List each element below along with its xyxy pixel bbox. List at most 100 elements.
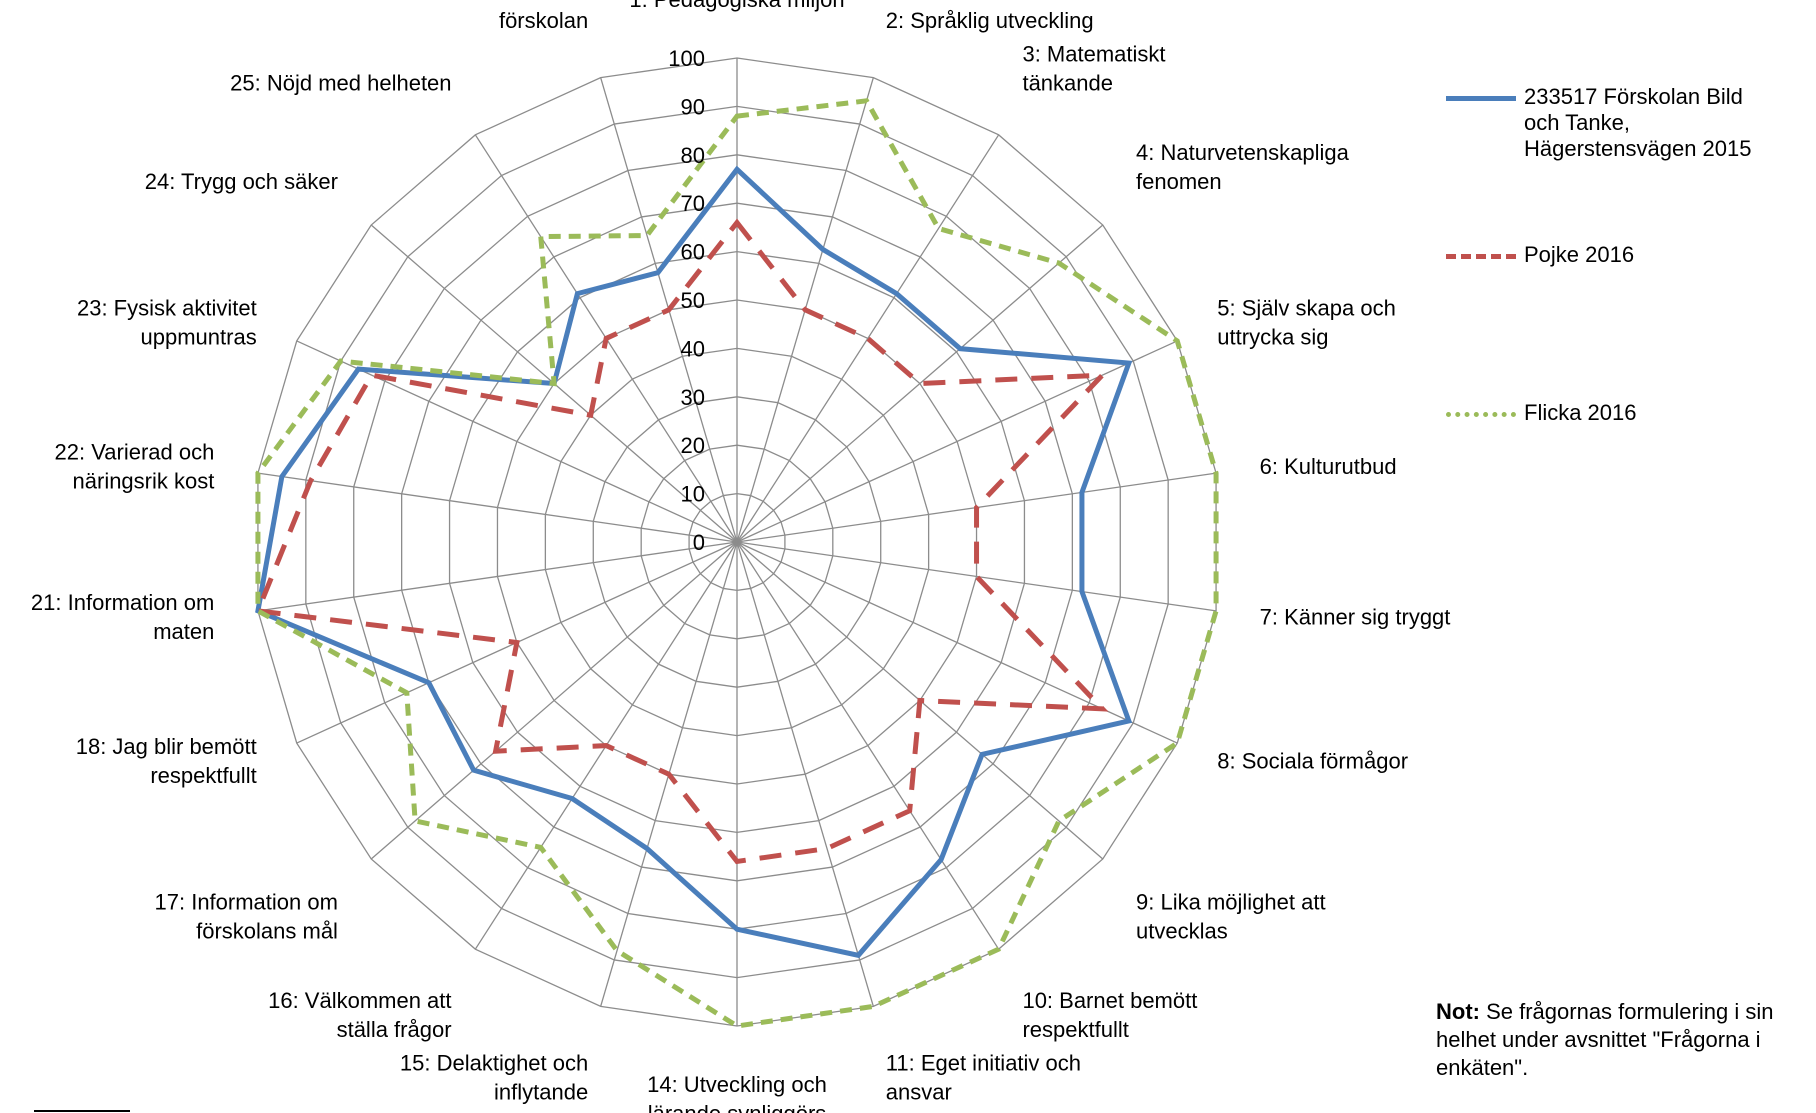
category-label-19: 23: Fysisk aktivitet uppmuntras <box>77 295 257 349</box>
category-label-16-line-1: 18: Jag blir bemött <box>76 734 257 759</box>
category-label-14: 16: Välkommen att ställa frågor <box>268 988 451 1042</box>
grid-spoke-11 <box>736 541 874 1007</box>
footnote-separator <box>34 1110 130 1112</box>
category-label-8-line-1: 8: Sociala förmågor <box>1217 749 1408 774</box>
grid-spoke-8 <box>736 541 1178 744</box>
category-label-15-line-1: 17: Information om <box>155 890 338 915</box>
category-label-13-line-1: 15: Delaktighet och <box>400 1050 588 1075</box>
category-label-4-line-2: fenomen <box>1136 169 1222 194</box>
legend-label-pojke-line-1: Pojke 2016 <box>1524 242 1635 267</box>
tick-label-30: 30 <box>681 385 705 410</box>
category-label-4-line-1: 4: Naturvetenskapliga <box>1136 140 1350 165</box>
grid-spoke-19 <box>296 340 738 543</box>
grid-spoke-5 <box>736 340 1178 543</box>
series-line-2 <box>254 218 1109 865</box>
category-label-6: 6: Kulturutbud <box>1260 454 1397 479</box>
category-label-10: 10: Barnet bemött respektfullt <box>1022 988 1197 1042</box>
category-label-1-line-1: 1: Pedagogiska miljön <box>629 0 844 12</box>
legend-label-school-line-1: 233517 Förskolan Bild <box>1524 84 1743 109</box>
grid-spoke-7 <box>736 541 1217 612</box>
footnote: Not: Se frågornas formulering i sin helh… <box>1436 998 1816 1082</box>
tick-label-20: 20 <box>681 433 705 458</box>
category-label-10-line-2: respektfullt <box>1022 1017 1128 1042</box>
category-label-18-line-2: näringsrik kost <box>73 469 215 494</box>
legend-label-school-line-3: Hägerstensvägen 2015 <box>1524 136 1752 161</box>
category-label-9-line-2: utvecklas <box>1136 919 1228 944</box>
category-label-3: 3: Matematiskt tänkande <box>1022 42 1165 96</box>
category-label-17: 21: Information om maten <box>31 590 214 644</box>
category-label-17-line-2: maten <box>153 619 214 644</box>
category-label-19-line-1: 23: Fysisk aktivitet <box>77 295 257 320</box>
category-label-13-line-2: inflytande <box>494 1079 588 1104</box>
category-label-2: 2: Språklig utveckling <box>886 8 1094 33</box>
radial-tick-labels: 0 10 20 30 40 50 60 70 80 90 100 <box>668 46 705 555</box>
category-label-22: 26: Rekommendera förskolan <box>395 0 589 33</box>
category-label-4: 4: Naturvetenskapliga fenomen <box>1136 140 1350 194</box>
category-label-9: 9: Lika möjlighet att utvecklas <box>1136 890 1326 944</box>
category-label-2-line-1: 2: Språklig utveckling <box>886 8 1094 33</box>
category-label-5: 5: Själv skapa och uttrycka sig <box>1217 295 1396 349</box>
category-label-12: 14: Utveckling och lärande synliggörs <box>647 1072 827 1113</box>
grid-spoke-15 <box>370 541 738 860</box>
tick-label-10: 10 <box>681 482 705 507</box>
category-label-17-line-1: 21: Information om <box>31 590 214 615</box>
category-label-14-line-2: ställa frågor <box>337 1017 452 1042</box>
legend-label-pojke: Pojke 2016 <box>1524 242 1814 268</box>
category-label-12-line-2: lärande synliggörs <box>648 1101 827 1113</box>
legend-label-flicka-line-1: Flicka 2016 <box>1524 400 1637 425</box>
category-label-11-line-1: 11: Eget initiativ och <box>886 1050 1081 1075</box>
category-label-1: 1: Pedagogiska miljön <box>629 0 844 12</box>
category-label-10-line-1: 10: Barnet bemött <box>1022 988 1197 1013</box>
category-label-8: 8: Sociala förmågor <box>1217 749 1408 774</box>
category-label-11: 11: Eget initiativ och ansvar <box>886 1050 1081 1104</box>
tick-label-0: 0 <box>693 530 705 555</box>
tick-label-50: 50 <box>681 288 705 313</box>
category-label-21: 25: Nöjd med helheten <box>230 71 451 96</box>
grid-spoke-10 <box>736 541 1000 950</box>
category-label-22-line-2: förskolan <box>499 8 588 33</box>
category-label-7-line-1: 7: Känner sig tryggt <box>1260 604 1451 629</box>
category-label-16: 18: Jag blir bemött respektfullt <box>76 734 257 788</box>
category-label-13: 15: Delaktighet och inflytande <box>400 1050 588 1104</box>
category-label-12-line-1: 14: Utveckling och <box>647 1072 827 1097</box>
legend-label-school-line-2: och Tanke, <box>1524 110 1631 135</box>
tick-label-80: 80 <box>681 143 705 168</box>
category-label-16-line-2: respektfullt <box>150 763 256 788</box>
radar-grid <box>257 57 1217 1027</box>
category-label-22-line-1: 26: Rekommendera <box>395 0 589 4</box>
category-label-3-line-1: 3: Matematiskt <box>1022 42 1165 67</box>
category-label-21-line-1: 25: Nöjd med helheten <box>230 71 451 96</box>
radar-series-layer <box>254 98 1219 1029</box>
footnote-bold: Not: <box>1436 999 1480 1024</box>
legend-label-flicka: Flicka 2016 <box>1524 400 1814 426</box>
grid-spoke-18 <box>257 472 738 543</box>
category-label-20-line-1: 24: Trygg och säker <box>145 169 338 194</box>
category-label-19-line-2: uppmuntras <box>141 324 257 349</box>
footnote-text: Se frågornas formulering i sin helhet un… <box>1436 999 1774 1080</box>
grid-spoke-17 <box>257 541 738 612</box>
legend-swatch-flicka <box>1446 412 1516 417</box>
category-label-14-line-1: 16: Välkommen att <box>268 988 451 1013</box>
category-labels: 1: Pedagogiska miljön 2: Språklig utveckl… <box>31 0 1450 1113</box>
legend-swatch-pojke <box>1446 254 1516 259</box>
series-line-1 <box>255 165 1133 959</box>
category-label-11-line-2: ansvar <box>886 1079 952 1104</box>
category-label-7: 7: Känner sig tryggt <box>1260 604 1451 629</box>
category-label-18: 22: Varierad och näringsrik kost <box>55 440 215 494</box>
tick-label-100: 100 <box>668 46 705 71</box>
category-label-3-line-2: tänkande <box>1022 71 1113 96</box>
grid-spoke-3 <box>736 134 1000 543</box>
category-label-15: 17: Information om förskolans mål <box>155 890 338 944</box>
category-label-5-line-2: uttrycka sig <box>1217 324 1328 349</box>
tick-label-90: 90 <box>681 94 705 119</box>
tick-label-70: 70 <box>681 191 705 216</box>
legend-swatch-school <box>1446 96 1516 101</box>
category-label-9-line-1: 9: Lika möjlighet att <box>1136 890 1326 915</box>
category-label-20: 24: Trygg och säker <box>145 169 338 194</box>
category-label-5-line-1: 5: Själv skapa och <box>1217 295 1396 320</box>
series-line-3 <box>255 98 1219 1029</box>
tick-label-40: 40 <box>681 336 705 361</box>
category-label-15-line-2: förskolans mål <box>196 919 338 944</box>
category-label-6-line-1: 6: Kulturutbud <box>1260 454 1397 479</box>
